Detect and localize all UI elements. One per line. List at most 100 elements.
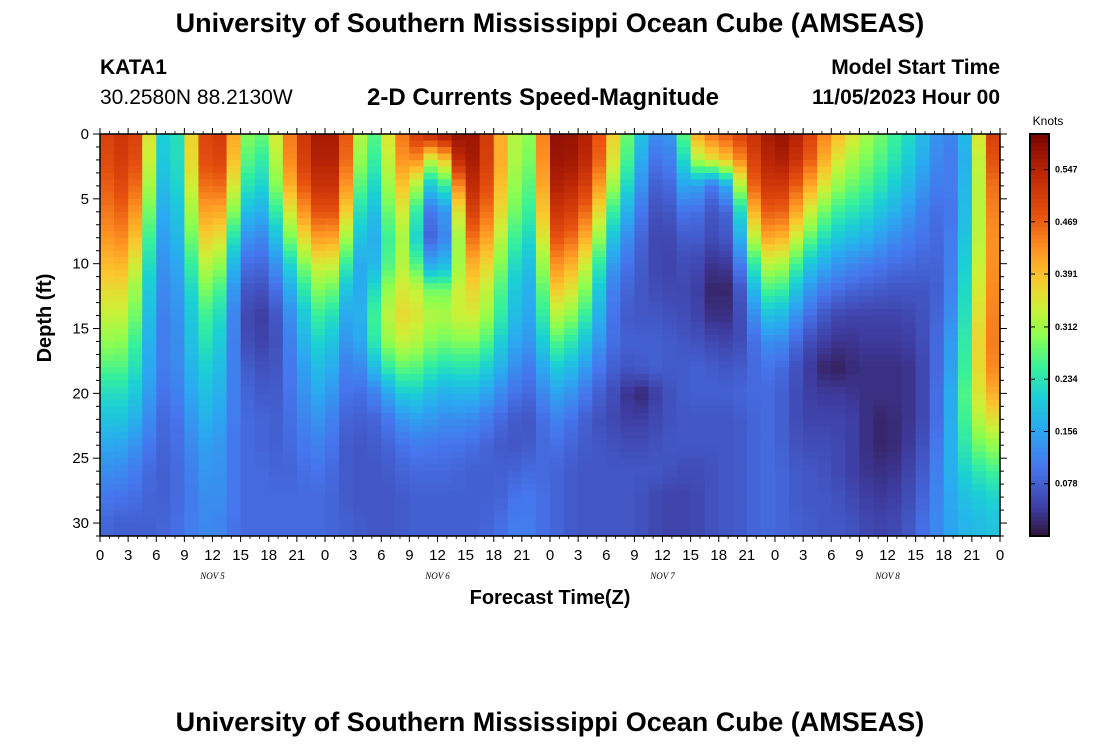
- heatmap-cell: [381, 341, 396, 349]
- heatmap-cell: [353, 302, 368, 310]
- colorbar-band: [1030, 326, 1049, 332]
- heatmap-cell: [845, 218, 860, 226]
- heatmap-cell: [521, 510, 537, 518]
- heatmap-cell: [831, 328, 846, 336]
- heatmap-cell: [704, 146, 720, 155]
- heatmap-cell: [718, 341, 734, 349]
- heatmap-cell: [142, 335, 157, 343]
- heatmap-cell: [550, 380, 565, 388]
- heatmap-cell: [170, 360, 185, 369]
- heatmap-cell: [718, 477, 734, 485]
- heatmap-cell: [310, 399, 326, 407]
- heatmap-cell: [268, 289, 284, 297]
- heatmap-cell: [479, 360, 495, 369]
- heatmap-cell: [915, 464, 931, 472]
- heatmap-cell: [606, 419, 621, 427]
- heatmap-cell: [831, 490, 846, 498]
- heatmap-cell: [254, 399, 270, 407]
- heatmap-cell: [845, 373, 860, 381]
- heatmap-cell: [296, 438, 312, 446]
- heatmap-cell: [339, 451, 354, 459]
- heatmap-cell: [887, 270, 903, 278]
- heatmap-cell: [606, 315, 621, 323]
- heatmap-cell: [578, 289, 593, 297]
- heatmap-cell: [198, 224, 214, 232]
- heatmap-cell: [156, 289, 171, 297]
- heatmap-cell: [409, 270, 425, 278]
- heatmap-cell: [310, 270, 326, 278]
- heatmap-cell: [550, 523, 565, 531]
- heatmap-cell: [746, 322, 762, 330]
- heatmap-cell: [803, 166, 818, 174]
- heatmap-cell: [578, 244, 593, 252]
- heatmap-cell: [929, 458, 945, 466]
- heatmap-cell: [592, 179, 607, 187]
- heatmap-cell: [381, 490, 396, 498]
- heatmap-cell: [535, 354, 551, 362]
- heatmap-cell: [887, 224, 903, 232]
- heatmap-cell: [423, 412, 439, 420]
- heatmap-cell: [704, 270, 720, 278]
- heatmap-cell: [437, 224, 453, 232]
- heatmap-cell: [451, 451, 467, 459]
- heatmap-cell: [606, 516, 621, 524]
- heatmap-cell: [550, 335, 565, 343]
- heatmap-cell: [451, 179, 467, 187]
- heatmap-cell: [915, 134, 931, 142]
- heatmap-cell: [564, 153, 579, 161]
- heatmap-cell: [831, 192, 846, 200]
- heatmap-cell: [564, 510, 579, 518]
- heatmap-cell: [859, 477, 875, 485]
- heatmap-cell: [634, 425, 650, 433]
- heatmap-cell: [662, 198, 678, 206]
- x-tick-label: 21: [289, 547, 306, 564]
- heatmap-cell: [100, 198, 115, 206]
- heatmap-cell: [310, 438, 326, 446]
- heatmap-cell: [803, 445, 818, 453]
- heatmap-cell: [789, 471, 804, 479]
- colorbar-band: [1030, 298, 1049, 304]
- heatmap-cell: [339, 244, 354, 252]
- heatmap-cell: [817, 503, 832, 511]
- heatmap-cell: [395, 153, 410, 161]
- heatmap-cell: [465, 464, 481, 472]
- heatmap-cell: [198, 432, 214, 440]
- heatmap-cell: [381, 289, 396, 297]
- heatmap-cell: [817, 380, 832, 388]
- heatmap-cell: [184, 354, 200, 362]
- heatmap-cell: [114, 302, 129, 310]
- heatmap-cell: [929, 185, 945, 193]
- heatmap-cell: [367, 218, 382, 226]
- heatmap-cell: [212, 503, 228, 511]
- heatmap-cell: [367, 516, 382, 524]
- colorbar-band: [1030, 419, 1049, 425]
- heatmap-cell: [198, 386, 214, 394]
- heatmap-cell: [353, 166, 368, 174]
- heatmap-cell: [550, 244, 565, 252]
- heatmap-cell: [521, 425, 537, 433]
- heatmap-cell: [859, 406, 875, 414]
- heatmap-cell: [873, 471, 889, 479]
- heatmap-cell: [184, 432, 200, 440]
- heatmap-cell: [114, 425, 129, 433]
- heatmap-cell: [775, 380, 790, 388]
- heatmap-cell: [535, 510, 551, 518]
- heatmap-cell: [465, 510, 481, 518]
- heatmap-cell: [873, 276, 889, 284]
- heatmap-cell: [648, 393, 664, 401]
- heatmap-cell: [282, 438, 298, 446]
- heatmap-cell: [859, 425, 875, 433]
- heatmap-cell: [212, 399, 228, 407]
- heatmap-cell: [198, 146, 214, 155]
- heatmap-cell: [479, 490, 495, 498]
- heatmap-cell: [507, 192, 523, 200]
- heatmap-cell: [254, 406, 270, 414]
- heatmap-cell: [620, 412, 635, 420]
- heatmap-cell: [339, 250, 354, 258]
- heatmap-cell: [775, 315, 790, 323]
- heatmap-cell: [676, 315, 692, 323]
- heatmap-cell: [254, 516, 270, 524]
- heatmap-cell: [859, 490, 875, 498]
- heatmap-cell: [535, 425, 551, 433]
- heatmap-cell: [704, 477, 720, 485]
